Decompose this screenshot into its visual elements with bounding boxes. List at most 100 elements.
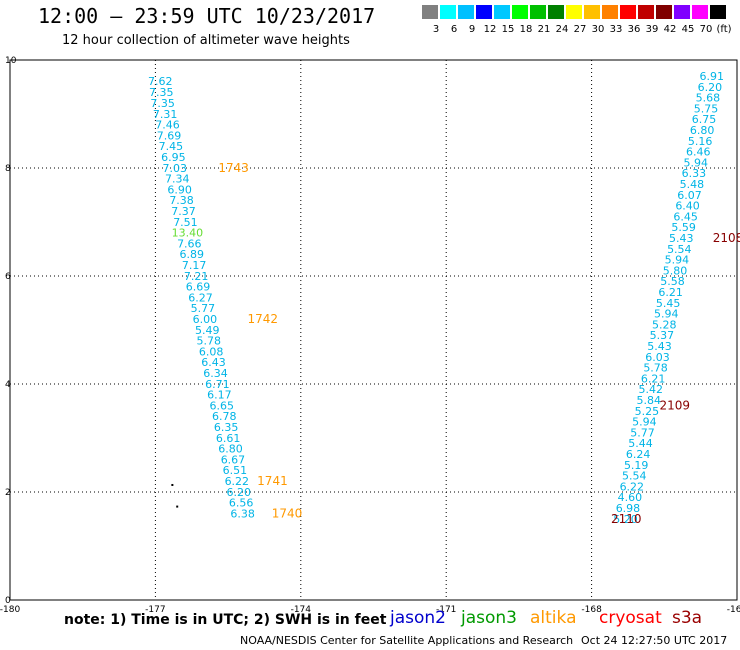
wave-height-label: 7.35 (149, 86, 174, 99)
legend-swatch (620, 5, 636, 19)
wave-height-label: 6.40 (675, 200, 700, 213)
wave-height-label: 6.34 (203, 367, 228, 380)
wave-height-label: 7.45 (159, 140, 184, 153)
wave-height-label: 6.03 (645, 351, 670, 364)
wave-height-label: 7.35 (150, 97, 175, 110)
chart-title: 12:00 – 23:59 UTC 10/23/2017 (38, 4, 376, 28)
wave-height-label: 6.78 (212, 410, 237, 423)
wave-height-label: 5.20 (613, 513, 638, 526)
wave-height-label: 5.25 (635, 405, 660, 418)
y-tick-label: 4 (5, 380, 11, 390)
x-tick-label: -168 (581, 605, 602, 615)
legend-swatch (476, 5, 492, 19)
time-label: 2108 (713, 231, 740, 245)
wave-height-label: 5.78 (643, 362, 668, 375)
legend-label: 70 (699, 24, 713, 35)
generated-timestamp: Oct 24 12:27:50 UTC 2017 (581, 634, 728, 647)
wave-height-label: 5.77 (191, 302, 216, 315)
wave-height-label: 4.60 (618, 491, 643, 504)
y-tick-label: 10 (5, 56, 17, 66)
x-tick-label: -171 (436, 605, 456, 615)
legend-swatch (512, 5, 528, 19)
wave-height-label: 5.16 (688, 135, 713, 148)
time-label: 1741 (257, 474, 288, 488)
wave-height-label: 5.37 (650, 329, 675, 342)
wave-height-label: 5.77 (630, 426, 655, 439)
wave-height-label: 5.49 (195, 324, 220, 337)
wave-height-label: 7.69 (157, 129, 182, 142)
time-label: 1740 (272, 506, 303, 520)
wave-height-label: 5.43 (669, 232, 694, 245)
legend-swatch (422, 5, 438, 19)
legend-label: 3 (432, 24, 440, 35)
legend-swatch (494, 5, 510, 19)
legend-swatch (674, 5, 690, 19)
wave-height-label: 7.62 (148, 75, 173, 88)
legend-label: 45 (681, 24, 695, 35)
legend-label: 33 (609, 24, 623, 35)
wave-height-label: 5.59 (671, 221, 696, 234)
wave-height-label: 13.40 (172, 227, 204, 240)
legend-label: 15 (501, 24, 515, 35)
wave-height-label: 6.27 (188, 291, 213, 304)
wave-height-label: 5.94 (665, 254, 690, 267)
legend-swatch (548, 5, 564, 19)
legend-label: 36 (627, 24, 641, 35)
satellite-altika: altika (530, 608, 577, 628)
wave-height-label: 7.37 (171, 205, 196, 218)
x-tick-label: -165 (727, 605, 740, 615)
x-tick-label: -180 (0, 605, 20, 615)
wave-height-label: 6.80 (218, 443, 243, 456)
wave-height-label: 6.00 (193, 313, 218, 326)
data-dot (176, 505, 179, 508)
y-tick-label: 2 (5, 488, 11, 498)
wave-height-label: 6.91 (700, 70, 725, 83)
wave-height-label: 6.20 (698, 81, 723, 94)
data-dot (171, 483, 174, 486)
legend-label: 24 (555, 24, 569, 35)
wave-height-label: 5.19 (624, 459, 649, 472)
legend-label: (ft) (716, 24, 732, 35)
legend-label: 12 (483, 24, 497, 35)
wave-height-label: 6.75 (692, 113, 717, 126)
legend-swatch (458, 5, 474, 19)
legend-label: 21 (537, 24, 551, 35)
time-label: 2110 (611, 512, 642, 526)
wave-height-label: 6.24 (626, 448, 651, 461)
wave-height-label: 5.94 (632, 416, 657, 429)
wave-height-label: 6.89 (180, 248, 205, 261)
wave-height-label: 6.67 (221, 453, 246, 466)
legend-swatch (440, 5, 456, 19)
legend-label: 27 (573, 24, 587, 35)
plot-frame (9, 59, 738, 601)
wave-height-label: 7.03 (163, 162, 188, 175)
footer-note: note: 1) Time is in UTC; 2) SWH is in fe… (64, 612, 387, 628)
wave-height-label: 5.84 (637, 394, 662, 407)
wave-height-label: 7.66 (177, 237, 202, 250)
legend-label: 9 (468, 24, 476, 35)
wave-height-label: 6.56 (229, 497, 254, 510)
satellite-jason2: jason2 (390, 608, 446, 628)
wave-height-label: 6.35 (214, 421, 239, 434)
wave-height-label: 6.46 (686, 146, 711, 159)
wave-height-label: 5.58 (660, 275, 685, 288)
wave-height-label: 5.45 (656, 297, 681, 310)
wave-height-label: 7.21 (184, 270, 209, 283)
satellite-s3a: s3a (672, 608, 703, 628)
wave-height-label: 6.33 (682, 167, 707, 180)
wave-height-label: 6.51 (223, 464, 248, 477)
wave-height-label: 6.71 (205, 378, 230, 391)
wave-height-label: 6.08 (199, 345, 224, 358)
satellite-cryosat: cryosat (599, 608, 662, 628)
y-tick-label: 6 (5, 272, 11, 282)
satellite-jason3: jason3 (461, 608, 517, 628)
x-tick-labels: -180 -177 -174 -171 -168 -165 (0, 605, 740, 615)
wave-height-label: 6.61 (216, 432, 241, 445)
wave-height-label: 6.21 (641, 372, 666, 385)
legend-swatch (638, 5, 654, 19)
legend-label: 39 (645, 24, 659, 35)
wave-height-label: 7.31 (153, 108, 178, 121)
wave-height-label: 6.17 (207, 389, 232, 402)
wave-height-label: 6.98 (616, 502, 641, 515)
